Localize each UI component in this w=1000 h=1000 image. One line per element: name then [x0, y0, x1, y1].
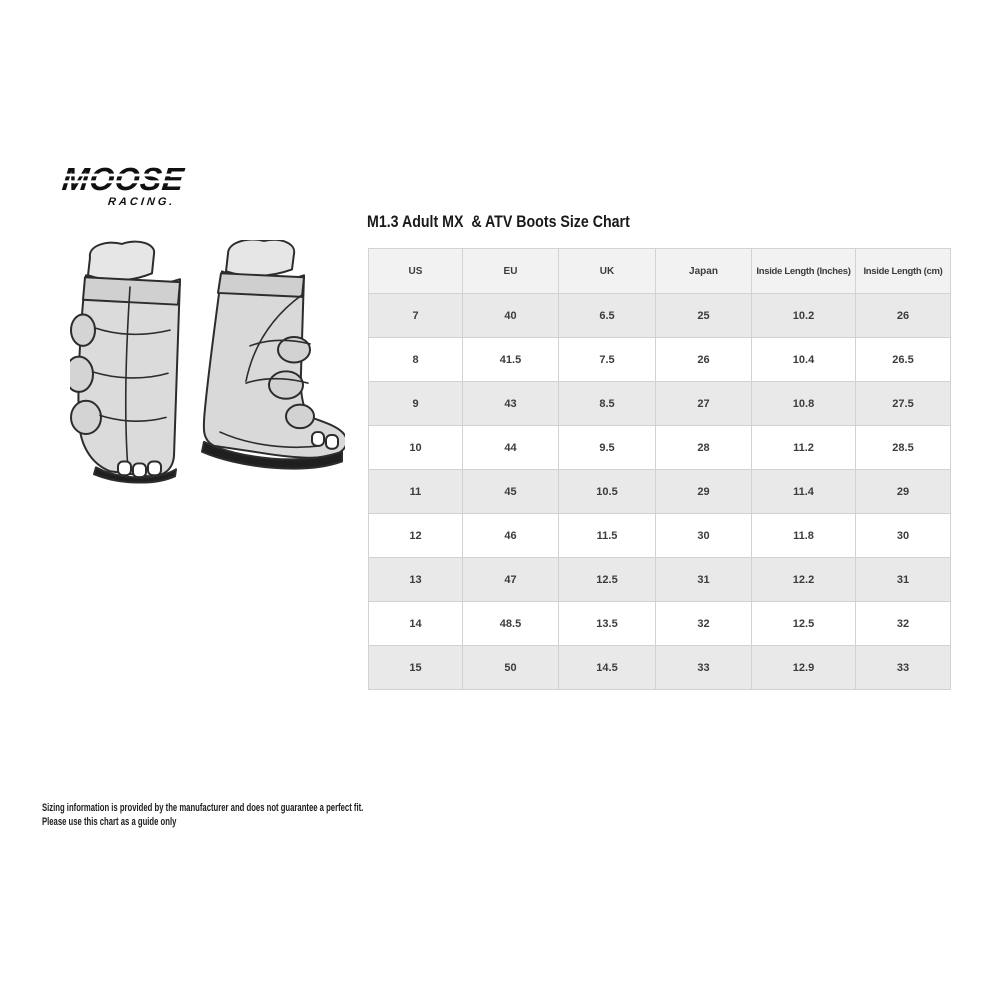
table-cell: 26	[855, 293, 951, 338]
table-cell: 11.4	[751, 469, 856, 514]
table-row: 14 48.5 13.5 32 12.5 32	[368, 601, 951, 646]
table-cell: 14	[368, 601, 463, 646]
table-cell: 33	[855, 645, 951, 690]
table-cell: 10.5	[558, 469, 656, 514]
column-header: EU	[462, 248, 559, 294]
table-cell: 26.5	[855, 337, 951, 382]
table-cell: 40	[462, 293, 559, 338]
column-header: Inside Length (Inches)	[751, 248, 856, 294]
table-row: 9 43 8.5 27 10.8 27.5	[368, 381, 951, 426]
table-cell: 12.5	[751, 601, 856, 646]
table-cell: 28.5	[855, 425, 951, 470]
table-cell: 10.8	[751, 381, 856, 426]
table-cell: 15	[368, 645, 463, 690]
table-cell: 12.5	[558, 557, 656, 602]
column-header: UK	[558, 248, 656, 294]
moose-racing-logo-graphic: MOOSE RACING.	[53, 161, 205, 208]
left-boot	[64, 240, 181, 484]
table-row: 11 45 10.5 29 11.4 29	[368, 469, 951, 514]
table-row: 12 46 11.5 30 11.8 30	[368, 513, 951, 558]
disclaimer-line-2: Please use this chart as a guide only	[42, 815, 177, 828]
table-cell: 29	[655, 469, 752, 514]
boots-drawing	[64, 238, 348, 484]
mx-boots-illustration	[64, 238, 348, 485]
table-cell: 12.9	[751, 645, 856, 690]
column-header: US	[368, 248, 463, 294]
table-cell: 10	[368, 425, 463, 470]
table-cell: 13.5	[558, 601, 656, 646]
table-cell: 12	[368, 513, 463, 558]
table-cell: 26	[655, 337, 752, 382]
column-header: Japan	[655, 248, 752, 294]
table-cell: 11.5	[558, 513, 656, 558]
logo-stripe	[53, 180, 205, 184]
column-header: Inside Length (cm)	[855, 248, 951, 294]
table-cell: 48.5	[462, 601, 559, 646]
table-cell: 44	[462, 425, 559, 470]
table-cell: 27	[655, 381, 752, 426]
table-cell: 12.2	[751, 557, 856, 602]
table-cell: 9.5	[558, 425, 656, 470]
table-cell: 46	[462, 513, 559, 558]
table-row: 10 44 9.5 28 11.2 28.5	[368, 425, 951, 470]
table-cell: 32	[855, 601, 951, 646]
table-header-row: US EU UK Japan Inside Length (Inches) Inside …	[368, 248, 951, 294]
size-chart-table: US EU UK Japan Inside Length (Inches) Inside …	[368, 248, 951, 690]
table-row: 15 50 14.5 33 12.9 33	[368, 645, 951, 690]
table-cell: 30	[855, 513, 951, 558]
moose-racing-logo: MOOSE RACING.	[53, 161, 206, 214]
right-boot	[201, 238, 348, 470]
table-cell: 28	[655, 425, 752, 470]
logo-wordmark: MOOSE	[61, 164, 187, 197]
table-cell: 33	[655, 645, 752, 690]
table-cell: 43	[462, 381, 559, 426]
disclaimer: Sizing information is provided by the ma…	[42, 802, 363, 830]
table-cell: 7	[368, 293, 463, 338]
table-row: 7 40 6.5 25 10.2 26	[368, 293, 951, 338]
logo-subword: RACING.	[107, 196, 176, 208]
disclaimer-line-1: Sizing information is provided by the ma…	[42, 802, 364, 814]
table-row: 13 47 12.5 31 12.2 31	[368, 557, 951, 602]
table-cell: 32	[655, 601, 752, 646]
table-cell: 41.5	[462, 337, 559, 382]
table-cell: 7.5	[558, 337, 656, 382]
table-cell: 47	[462, 557, 559, 602]
table-cell: 31	[655, 557, 752, 602]
table-cell: 27.5	[855, 381, 951, 426]
table-cell: 14.5	[558, 645, 656, 690]
table-cell: 8	[368, 337, 463, 382]
table-cell: 11.8	[751, 513, 856, 558]
table-cell: 10.4	[751, 337, 856, 382]
logo-stripe	[54, 173, 205, 177]
table-cell: 31	[855, 557, 951, 602]
table-cell: 10.2	[751, 293, 856, 338]
table-cell: 30	[655, 513, 752, 558]
size-chart-title: M1.3 Adult MX & ATV Boots Size Chart	[367, 213, 630, 231]
table-row: 8 41.5 7.5 26 10.4 26.5	[368, 337, 951, 382]
table-cell: 9	[368, 381, 463, 426]
table-cell: 8.5	[558, 381, 656, 426]
table-cell: 11	[368, 469, 463, 514]
table-cell: 50	[462, 645, 559, 690]
table-cell: 29	[855, 469, 951, 514]
table-cell: 25	[655, 293, 752, 338]
table-cell: 45	[462, 469, 559, 514]
table-cell: 13	[368, 557, 463, 602]
table-cell: 6.5	[558, 293, 656, 338]
table-cell: 11.2	[751, 425, 856, 470]
